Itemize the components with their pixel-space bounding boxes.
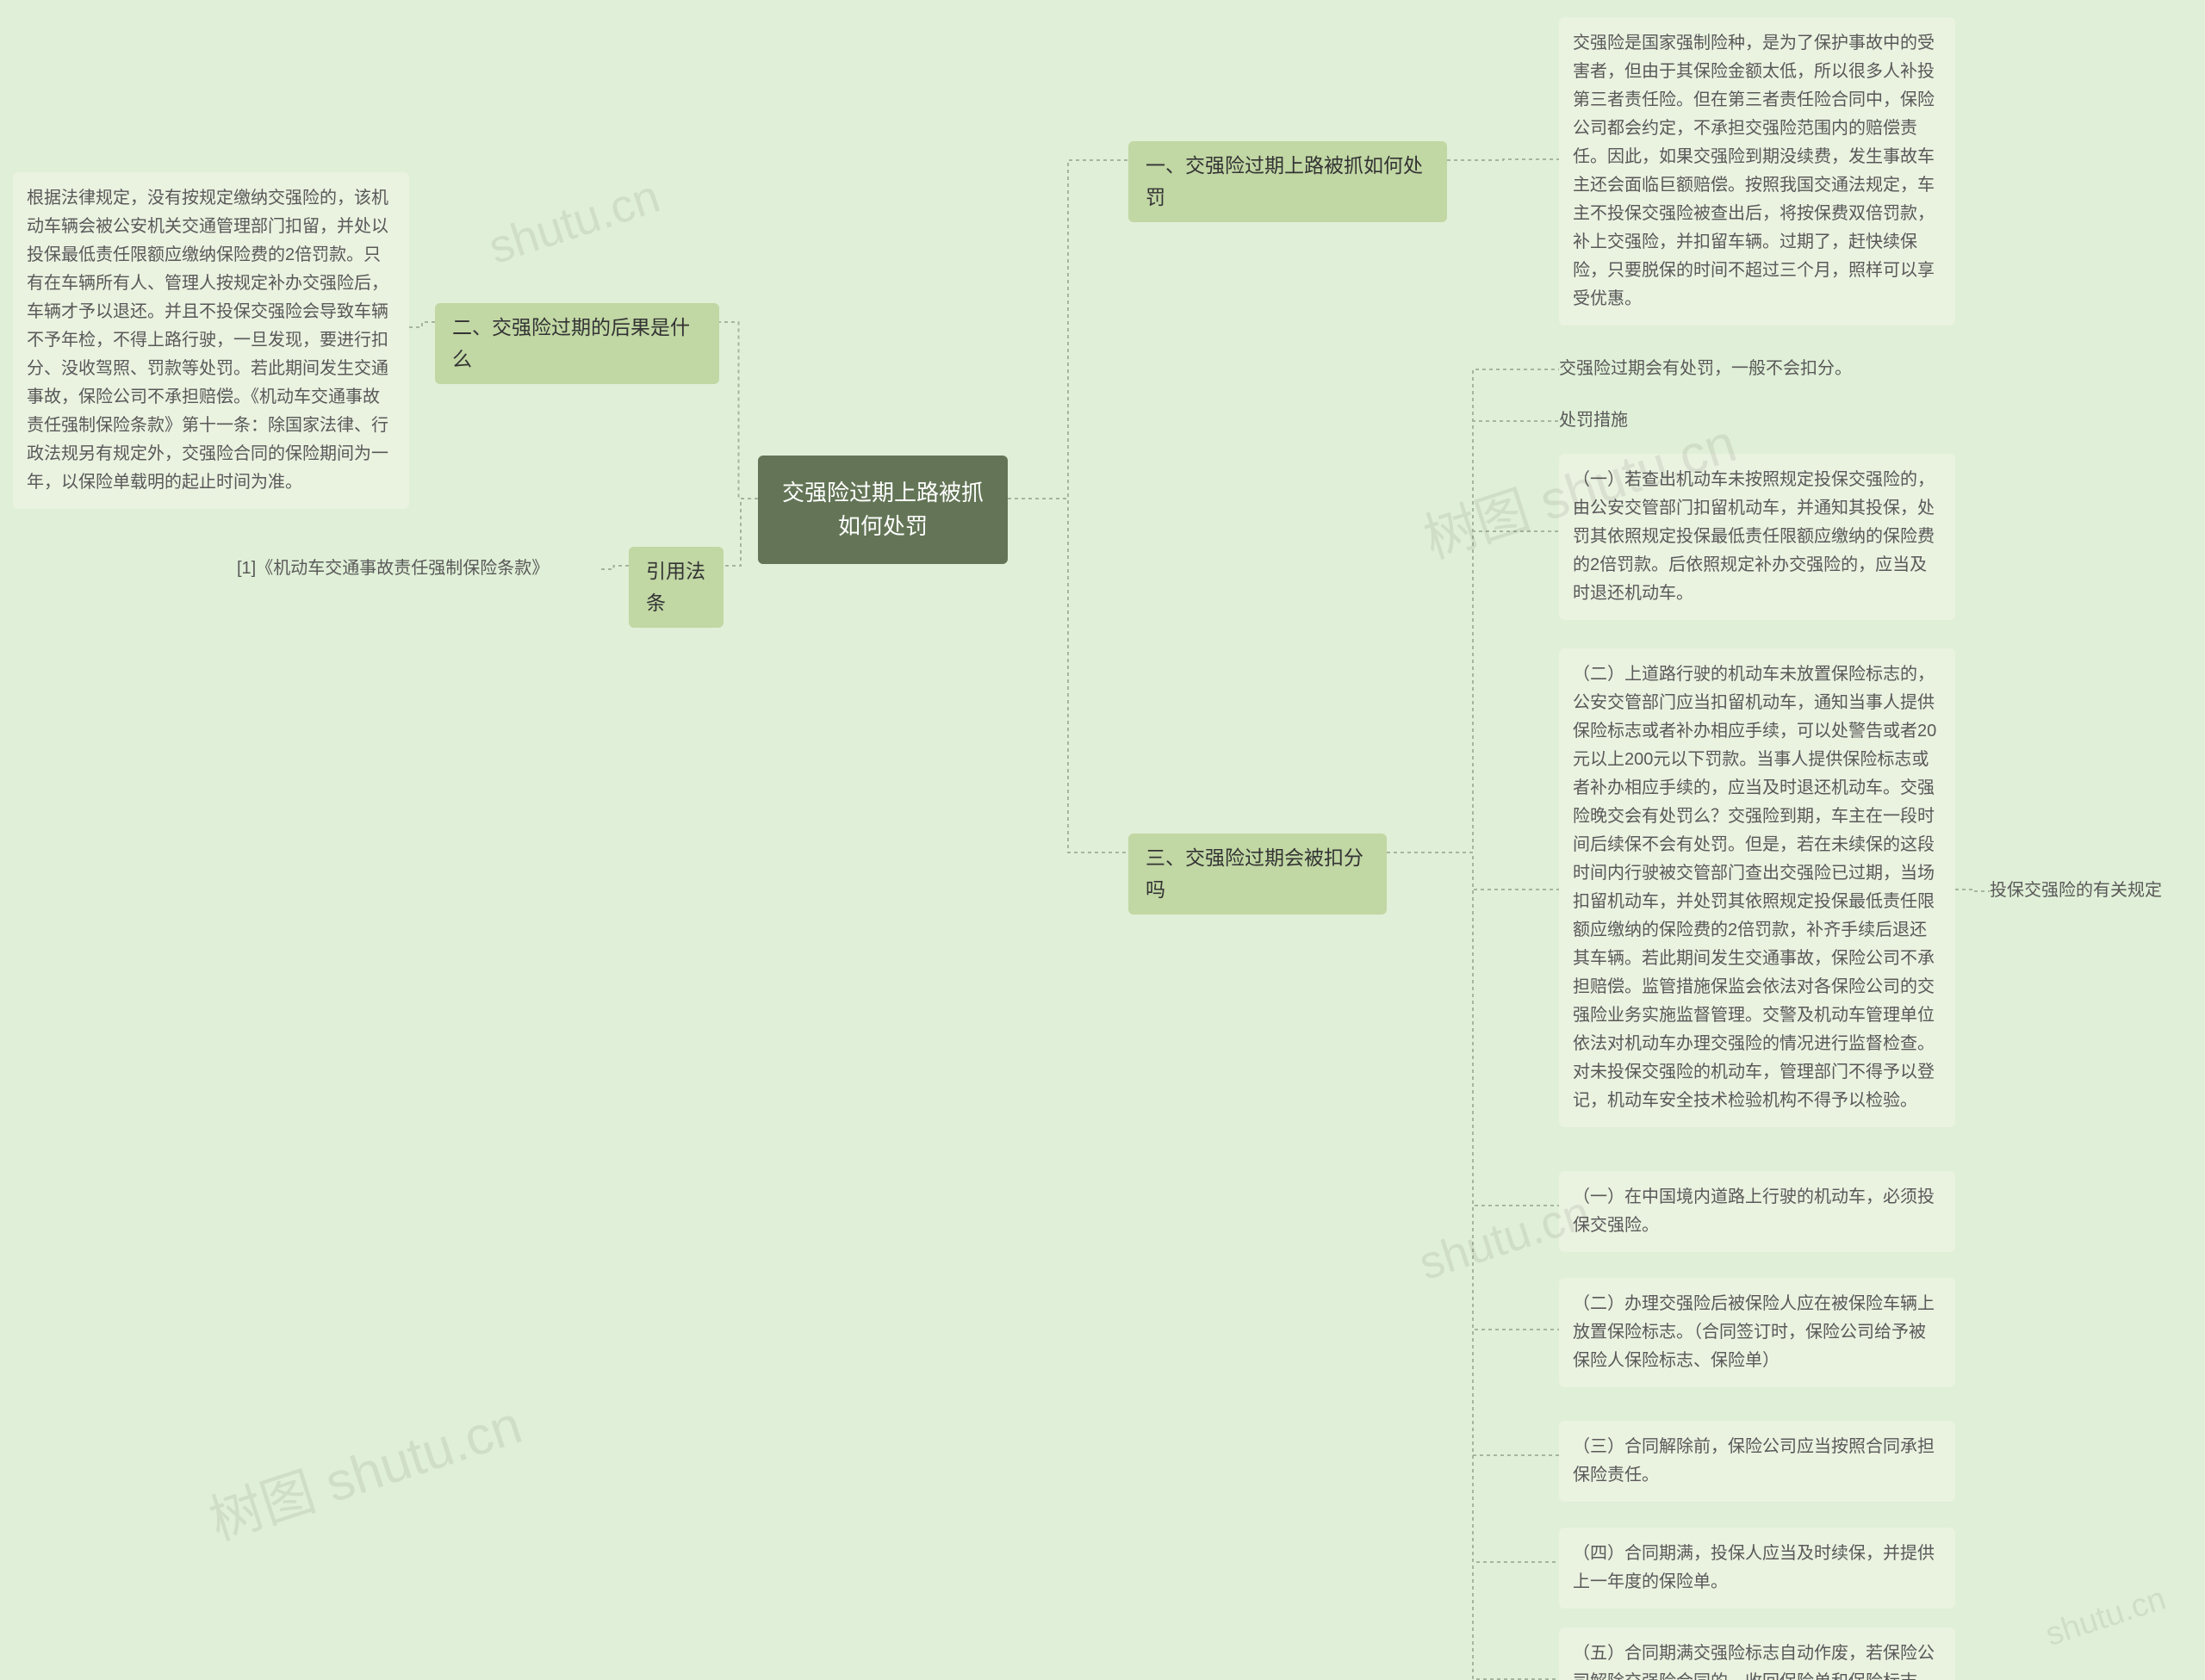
root-label: 交强险过期上路被抓如何处罚 — [782, 480, 984, 539]
branch-3-leaf-3: （一）若查出机动车未按照规定投保交强险的，由公安交管部门扣留机动车，并通知其投保… — [1559, 454, 1955, 620]
branch-2-leaf-1: 根据法律规定，没有按规定缴纳交强险的，该机动车辆会被公安机关交通管理部门扣留，并… — [13, 172, 409, 509]
leaf-text: （二）办理交强险后被保险人应在被保险车辆上放置保险标志。（合同签订时，保险公司给… — [1573, 1294, 1935, 1370]
branch-3-leaf-6: （二）办理交强险后被保险人应在被保险车辆上放置保险标志。（合同签订时，保险公司给… — [1559, 1278, 1955, 1387]
branch-2-label: 二、交强险过期的后果是什么 — [452, 316, 690, 370]
branch-3-leaf-5: （一）在中国境内道路上行驶的机动车，必须投保交强险。 — [1559, 1171, 1955, 1252]
branch-2[interactable]: 二、交强险过期的后果是什么 — [435, 303, 719, 384]
branch-3-leaf-2: 处罚措施 — [1559, 406, 1662, 435]
watermark: shutu.cn — [2041, 1581, 2171, 1654]
root-node[interactable]: 交强险过期上路被抓如何处罚 — [758, 456, 1008, 564]
leaf-text: 交强险过期会有处罚，一般不会扣分。 — [1559, 359, 1852, 378]
branch-4-leaf-1: [1]《机动车交通事故责任强制保险条款》 — [237, 555, 599, 583]
branch-1-leaf-1: 交强险是国家强制险种，是为了保护事故中的受害者，但由于其保险金额太低，所以很多人… — [1559, 17, 1955, 325]
leaf-text: （三）合同解除前，保险公司应当按照合同承担保险责任。 — [1573, 1437, 1935, 1485]
leaf-text: [1]《机动车交通事故责任强制保险条款》 — [237, 559, 549, 578]
branch-4-label: 引用法条 — [646, 560, 705, 614]
branch-3-leaf-4: （二）上道路行驶的机动车未放置保险标志的，公安交管部门应当扣留机动车，通知当事人… — [1559, 648, 1955, 1127]
branch-3-label: 三、交强险过期会被扣分吗 — [1146, 846, 1363, 901]
branch-3-leaf-4-sub: 投保交强险的有关规定 — [1990, 877, 2188, 905]
branch-1[interactable]: 一、交强险过期上路被抓如何处罚 — [1128, 141, 1447, 222]
branch-3-leaf-7: （三）合同解除前，保险公司应当按照合同承担保险责任。 — [1559, 1421, 1955, 1502]
leaf-text: （一）在中国境内道路上行驶的机动车，必须投保交强险。 — [1573, 1187, 1935, 1235]
branch-4[interactable]: 引用法条 — [629, 547, 724, 628]
leaf-text: 根据法律规定，没有按规定缴纳交强险的，该机动车辆会被公安机关交通管理部门扣留，并… — [27, 189, 388, 492]
watermark: shutu.cn — [482, 170, 666, 275]
branch-3[interactable]: 三、交强险过期会被扣分吗 — [1128, 834, 1387, 914]
branch-1-label: 一、交强险过期上路被抓如何处罚 — [1146, 154, 1423, 208]
branch-3-leaf-1: 交强险过期会有处罚，一般不会扣分。 — [1559, 355, 1955, 383]
branch-3-leaf-8: （四）合同期满，投保人应当及时续保，并提供上一年度的保险单。 — [1559, 1528, 1955, 1609]
leaf-text: 交强险是国家强制险种，是为了保护事故中的受害者，但由于其保险金额太低，所以很多人… — [1573, 34, 1935, 308]
leaf-text: 处罚措施 — [1559, 411, 1628, 430]
leaf-text: （五）合同期满交强险标志自动作废，若保险公司解除交强险合同的，收回保险单和保险标… — [1573, 1644, 1935, 1680]
branch-3-leaf-9: （五）合同期满交强险标志自动作废，若保险公司解除交强险合同的，收回保险单和保险标… — [1559, 1627, 1955, 1680]
watermark: 树图 shutu.cn — [198, 1381, 530, 1555]
mindmap-canvas: 交强险过期上路被抓如何处罚 一、交强险过期上路被抓如何处罚 交强险是国家强制险种… — [0, 0, 2205, 1680]
leaf-text: 投保交强险的有关规定 — [1990, 881, 2162, 900]
leaf-text: （二）上道路行驶的机动车未放置保险标志的，公安交管部门应当扣留机动车，通知当事人… — [1573, 665, 1936, 1110]
leaf-text: （一）若查出机动车未按照规定投保交强险的，由公安交管部门扣留机动车，并通知其投保… — [1573, 470, 1935, 603]
leaf-text: （四）合同期满，投保人应当及时续保，并提供上一年度的保险单。 — [1573, 1544, 1935, 1591]
